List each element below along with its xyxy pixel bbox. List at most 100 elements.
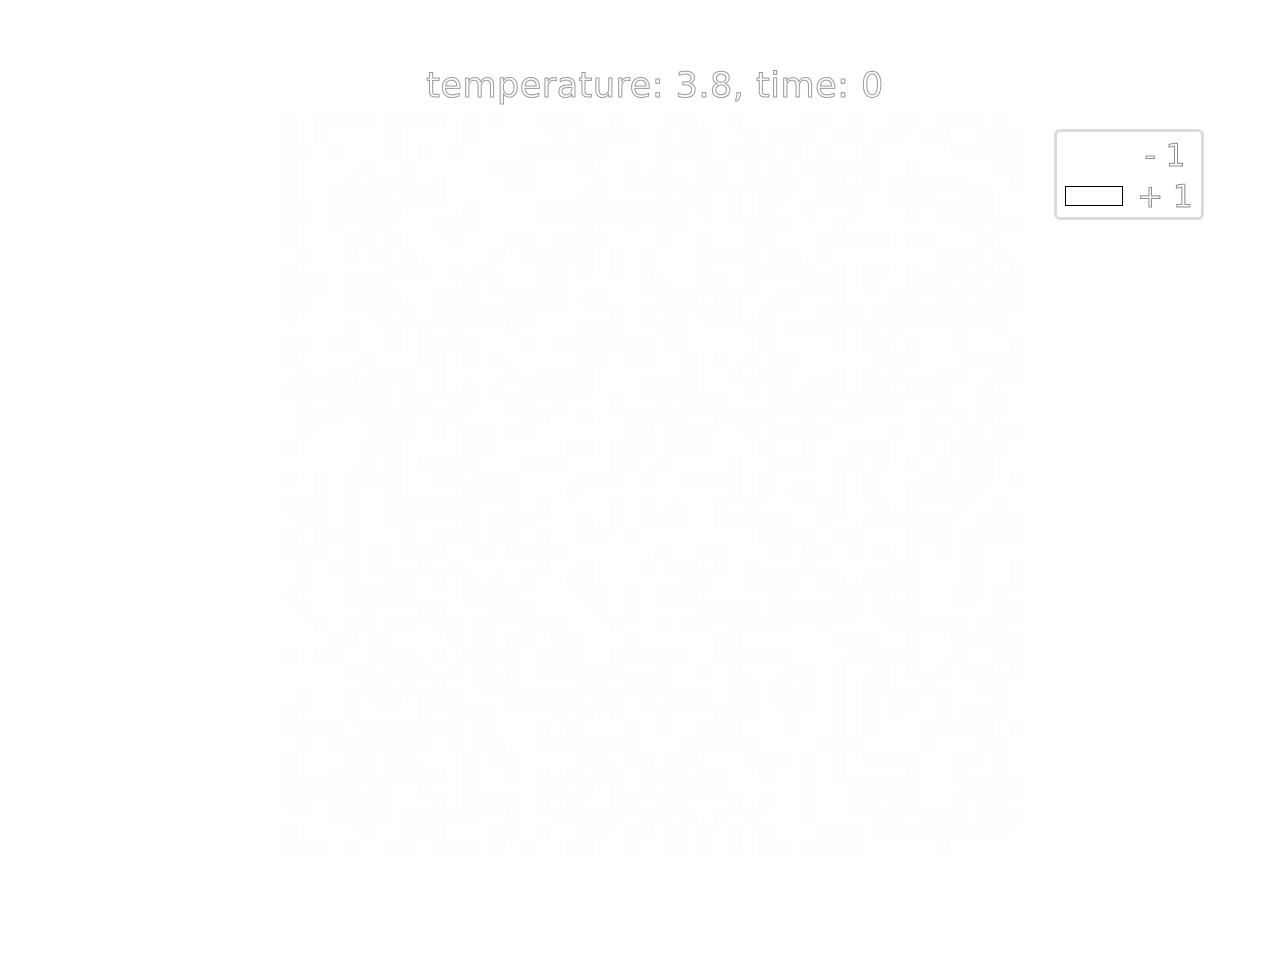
spin-cell bbox=[387, 277, 403, 293]
spin-cell bbox=[476, 218, 492, 234]
spin-cell bbox=[639, 485, 655, 501]
spin-cell bbox=[506, 277, 522, 293]
spin-cell bbox=[772, 263, 788, 279]
spin-cell bbox=[994, 810, 1010, 826]
spin-cell bbox=[402, 292, 418, 308]
spin-cell bbox=[432, 529, 448, 545]
spin-cell bbox=[520, 440, 536, 456]
spin-cell bbox=[935, 189, 951, 205]
spin-cell bbox=[387, 129, 403, 145]
spin-cell bbox=[831, 751, 847, 767]
spin-cell bbox=[432, 366, 448, 382]
spin-cell bbox=[1009, 248, 1024, 264]
spin-cell bbox=[1009, 573, 1024, 589]
spin-cell bbox=[816, 647, 832, 663]
spin-cell bbox=[876, 129, 892, 145]
spin-cell bbox=[816, 263, 832, 279]
spin-cell bbox=[861, 736, 877, 752]
spin-cell bbox=[787, 381, 803, 397]
spin-cell bbox=[298, 396, 314, 412]
spin-cell bbox=[506, 633, 522, 649]
spin-cell bbox=[313, 115, 329, 131]
spin-cell bbox=[654, 277, 670, 293]
spin-cell bbox=[358, 218, 374, 234]
spin-cell bbox=[787, 189, 803, 205]
spin-cell bbox=[876, 337, 892, 353]
spin-cell bbox=[757, 248, 773, 264]
spin-cell bbox=[506, 781, 522, 797]
spin-cell bbox=[950, 233, 966, 249]
spin-cell bbox=[328, 633, 344, 649]
spin-cell bbox=[506, 203, 522, 219]
spin-cell bbox=[772, 396, 788, 412]
spin-cell bbox=[387, 529, 403, 545]
spin-cell bbox=[757, 455, 773, 471]
spin-cell bbox=[639, 381, 655, 397]
spin-cell bbox=[935, 455, 951, 471]
spin-cell bbox=[668, 337, 684, 353]
spin-cell bbox=[298, 189, 314, 205]
spin-cell bbox=[535, 603, 551, 619]
spin-cell bbox=[550, 588, 566, 604]
spin-cell bbox=[683, 277, 699, 293]
spin-cell bbox=[491, 129, 507, 145]
spin-cell bbox=[876, 603, 892, 619]
spin-cell bbox=[713, 174, 729, 190]
spin-cell bbox=[358, 692, 374, 708]
spin-cell bbox=[328, 662, 344, 678]
spin-cell bbox=[876, 396, 892, 412]
spin-cell bbox=[520, 633, 536, 649]
spin-cell bbox=[757, 366, 773, 382]
spin-cell bbox=[905, 396, 921, 412]
spin-cell bbox=[387, 307, 403, 323]
spin-cell bbox=[964, 662, 980, 678]
spin-cell bbox=[358, 825, 374, 841]
spin-cell bbox=[950, 455, 966, 471]
spin-cell bbox=[535, 514, 551, 530]
spin-cell bbox=[964, 810, 980, 826]
spin-cell bbox=[787, 233, 803, 249]
spin-cell bbox=[506, 159, 522, 175]
spin-cell bbox=[461, 411, 477, 427]
spin-cell bbox=[506, 499, 522, 515]
spin-cell bbox=[964, 677, 980, 693]
spin-cell bbox=[994, 529, 1010, 545]
spin-cell bbox=[387, 396, 403, 412]
spin-cell bbox=[580, 544, 596, 560]
spin-cell bbox=[298, 174, 314, 190]
spin-cell bbox=[343, 810, 359, 826]
spin-cell bbox=[387, 499, 403, 515]
spin-cell bbox=[476, 396, 492, 412]
spin-cell bbox=[491, 647, 507, 663]
spin-cell bbox=[905, 810, 921, 826]
spin-cell bbox=[284, 529, 300, 545]
spin-cell bbox=[580, 603, 596, 619]
spin-cell bbox=[372, 795, 388, 811]
spin-cell bbox=[624, 351, 640, 367]
spin-cell bbox=[861, 810, 877, 826]
spin-cell bbox=[476, 795, 492, 811]
spin-cell bbox=[446, 233, 462, 249]
spin-cell bbox=[446, 736, 462, 752]
spin-cell bbox=[343, 337, 359, 353]
spin-cell bbox=[372, 529, 388, 545]
spin-cell bbox=[313, 218, 329, 234]
spin-cell bbox=[683, 751, 699, 767]
spin-cell bbox=[683, 351, 699, 367]
spin-cell bbox=[802, 233, 818, 249]
spin-cell bbox=[372, 781, 388, 797]
spin-cell bbox=[594, 529, 610, 545]
spin-cell bbox=[698, 455, 714, 471]
spin-cell bbox=[728, 810, 744, 826]
spin-cell bbox=[387, 647, 403, 663]
spin-cell bbox=[802, 366, 818, 382]
spin-cell bbox=[1009, 307, 1024, 323]
spin-cell bbox=[417, 633, 433, 649]
spin-cell bbox=[698, 618, 714, 634]
spin-cell bbox=[787, 470, 803, 486]
spin-cell bbox=[520, 499, 536, 515]
spin-cell bbox=[461, 795, 477, 811]
spin-cell bbox=[654, 322, 670, 338]
spin-cell bbox=[446, 677, 462, 693]
spin-cell bbox=[713, 485, 729, 501]
